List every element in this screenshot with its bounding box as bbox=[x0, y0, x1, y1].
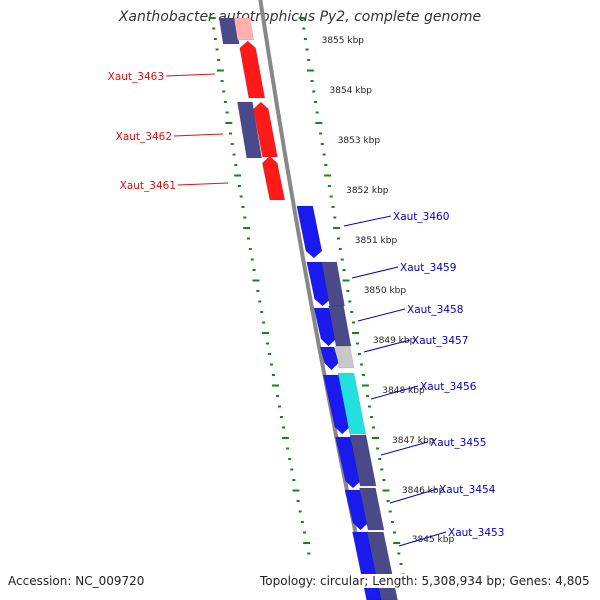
label-leader-line bbox=[165, 73, 216, 77]
tick-label: 3849 kbp bbox=[373, 336, 416, 346]
gene-block bbox=[218, 17, 240, 45]
tick-label: 3847 kbp bbox=[392, 436, 435, 446]
label-leader-line bbox=[370, 385, 419, 400]
gene-block bbox=[349, 434, 377, 487]
cds-arrow-forward bbox=[296, 205, 323, 259]
gene-label: Xaut_3460 bbox=[393, 211, 449, 223]
gene-label: Xaut_3458 bbox=[407, 304, 463, 316]
tick-label: 3845 kbp bbox=[412, 535, 455, 545]
tick-label: 3852 kbp bbox=[346, 186, 389, 196]
gene-label: Xaut_3461 bbox=[120, 180, 176, 192]
tick-labels: 3855 kbp 3854 kbp 3853 kbp 3852 kbp 3851 kbp… bbox=[322, 36, 455, 545]
gene-label: Xaut_3459 bbox=[400, 262, 456, 274]
cds-arrow-reverse bbox=[253, 101, 278, 158]
gene-block bbox=[321, 261, 345, 307]
gene-label: Xaut_3453 bbox=[448, 527, 504, 539]
tick-label: 3846 kbp bbox=[402, 486, 445, 496]
cds-arrow-reverse bbox=[239, 40, 266, 99]
cds-arrow-forward bbox=[319, 346, 339, 371]
label-leader-line bbox=[363, 339, 411, 353]
tick-label: 3855 kbp bbox=[322, 36, 365, 46]
label-leader-line bbox=[173, 133, 224, 137]
genome-summary: Topology: circular; Length: 5,308,934 bp… bbox=[258, 574, 592, 588]
gene-block bbox=[237, 101, 262, 159]
tick-label: 3853 kbp bbox=[338, 136, 381, 146]
accession-label: Accession: NC_009720 bbox=[6, 574, 147, 588]
gene-label: Xaut_3456 bbox=[420, 381, 477, 393]
label-leader-line bbox=[357, 308, 406, 322]
label-leader-line bbox=[351, 266, 399, 279]
trna-block bbox=[337, 372, 367, 435]
gene-label: Xaut_3462 bbox=[116, 131, 172, 143]
label-leader-line bbox=[343, 215, 392, 227]
gene-labels: Xaut_3463 Xaut_3462 Xaut_3461 Xaut_3460 Xaut… bbox=[108, 71, 504, 547]
label-leader-line bbox=[380, 441, 429, 456]
cds-block bbox=[233, 17, 254, 41]
tick-label: 3851 kbp bbox=[355, 236, 398, 246]
cds-arrow-forward bbox=[313, 307, 337, 347]
tick-label: 3854 kbp bbox=[330, 86, 373, 96]
label-leader-line bbox=[398, 531, 447, 547]
cds-arrow-reverse bbox=[262, 155, 286, 201]
gene-block bbox=[328, 305, 352, 347]
gene-label: Xaut_3457 bbox=[412, 335, 468, 347]
gene-label: Xaut_3454 bbox=[439, 484, 496, 496]
other-block bbox=[334, 345, 355, 369]
gene-label: Xaut_3463 bbox=[108, 71, 164, 83]
tick-label: 3848 kbp bbox=[382, 386, 425, 396]
gene-block bbox=[359, 487, 385, 531]
cds-arrow-forward bbox=[335, 436, 361, 489]
cds-arrow-forward bbox=[323, 374, 351, 435]
inner-tick-ring bbox=[208, 17, 311, 555]
label-leader-line bbox=[389, 488, 438, 504]
label-leader-line bbox=[177, 182, 229, 186]
outer-tick-ring bbox=[298, 17, 405, 576]
tick-label: 3850 kbp bbox=[364, 286, 407, 296]
gene-label: Xaut_3455 bbox=[430, 437, 486, 449]
